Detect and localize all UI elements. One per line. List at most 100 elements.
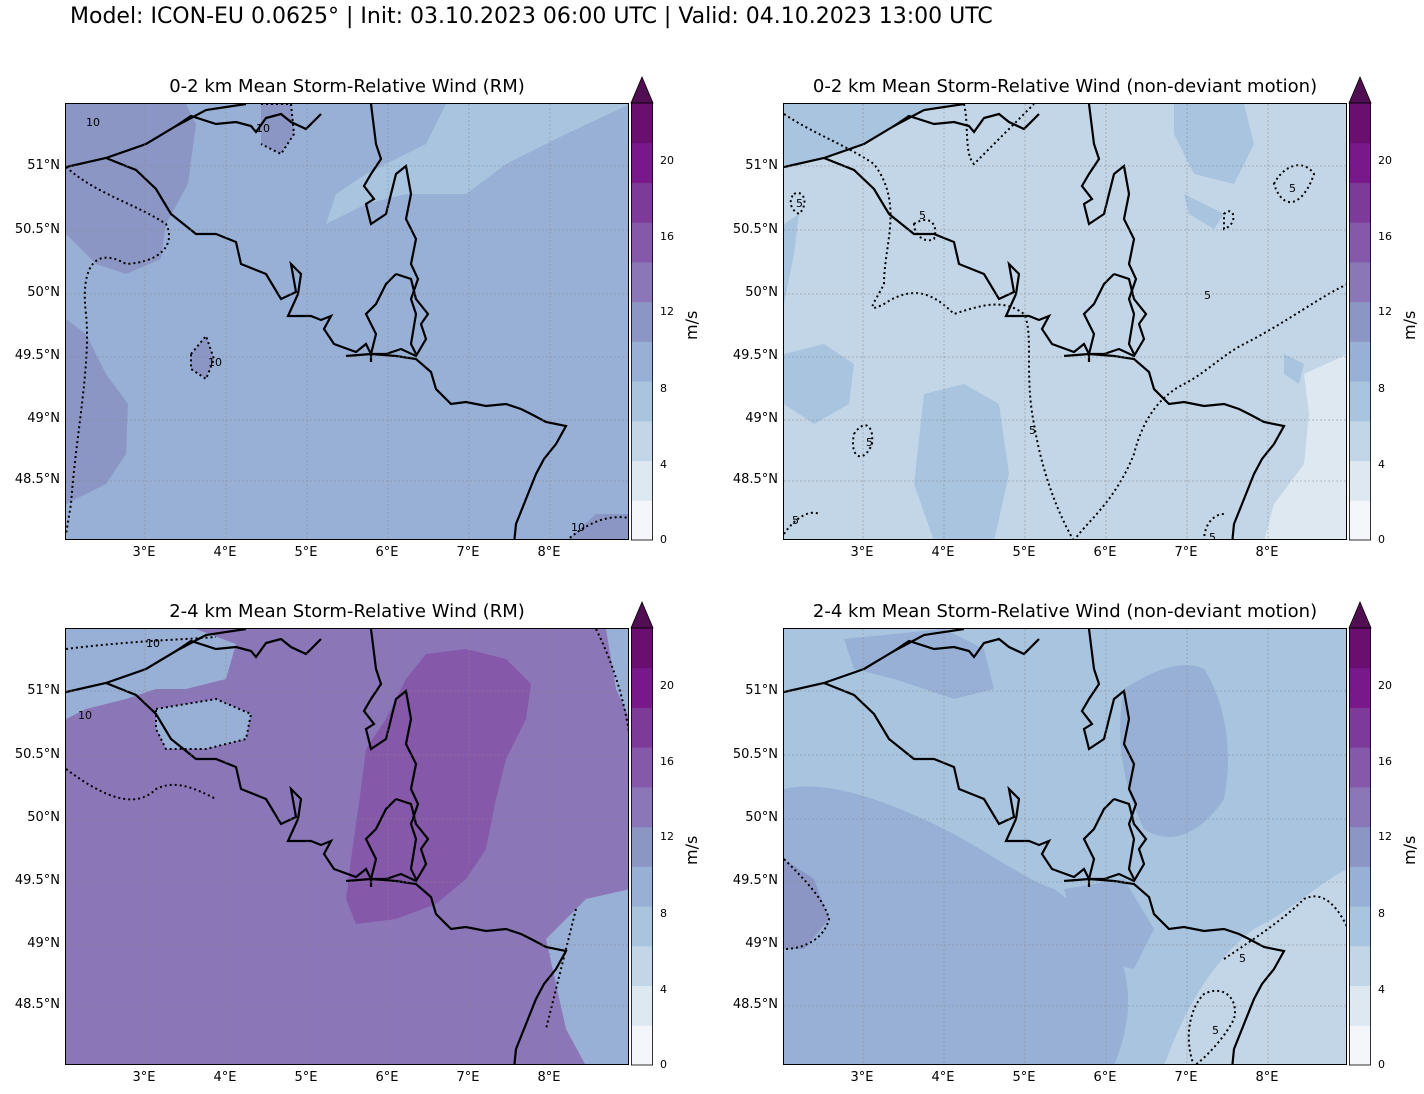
contour-line: [784, 511, 820, 535]
colorbar-segment: [631, 261, 653, 303]
colorbar-outline: [1349, 627, 1372, 1066]
contour-line: [260, 104, 296, 156]
map-plot-area[interactable]: 10 10: [65, 628, 629, 1065]
lat-label: 48.5°N: [732, 997, 778, 1012]
graticule: [784, 629, 1346, 1064]
colorbar-segment: [631, 667, 653, 708]
colorbar-tick: 8: [1378, 382, 1385, 395]
lon-label: 7°E: [1174, 1070, 1198, 1085]
map-plot-area[interactable]: 5 5 5 5 5 5 5 5: [783, 103, 1347, 540]
contour-label: 10: [146, 637, 160, 650]
map-plot-area[interactable]: 5 5: [783, 628, 1347, 1065]
contour-label: 5: [1204, 289, 1211, 302]
lon-label: 5°E: [1012, 1070, 1036, 1085]
contour-label: 10: [86, 116, 100, 129]
contour-line: [66, 768, 217, 801]
map-plot-area[interactable]: 10 10 10 10: [65, 103, 629, 540]
colorbar-segment: [631, 460, 653, 501]
wind-field-region: [66, 629, 236, 719]
wind-field-region: [1064, 879, 1154, 969]
lat-label: 50°N: [745, 810, 778, 825]
wind-field-region: [66, 919, 126, 1024]
colorbar-tick: 0: [1378, 533, 1385, 546]
colorbar-segment: [631, 866, 653, 907]
graticule: [66, 629, 628, 1064]
figure-title: Model: ICON-EU 0.0625° | Init: 03.10.202…: [70, 4, 993, 29]
lon-label: 4°E: [931, 545, 955, 560]
lon-label: 6°E: [375, 1070, 399, 1085]
colorbar-segment: [631, 381, 653, 422]
colorbar-segment: [1349, 747, 1371, 788]
lat-label: 50°N: [27, 810, 60, 825]
wind-field-region: [606, 629, 628, 715]
contour-label: 5: [792, 514, 799, 527]
wind-field-region: [191, 336, 214, 379]
contour-label: 5: [1029, 424, 1036, 437]
wind-field-region: [66, 104, 196, 274]
wind-field-region: [568, 514, 628, 539]
colorbar-tick: 20: [1378, 154, 1392, 167]
map-panel-0-2km-rm: 0-2 km Mean Storm-Relative Wind (RM) 10 …: [0, 0, 712, 560]
lon-label: 3°E: [132, 545, 156, 560]
lat-label: 49°N: [745, 411, 778, 426]
lat-label: 49°N: [745, 936, 778, 951]
colorbar-graphic: [630, 75, 654, 541]
contour-label: 10: [208, 356, 222, 369]
lon-label: 6°E: [1093, 1070, 1117, 1085]
map-panel-0-2km-non-deviant: 0-2 km Mean Storm-Relative Wind (non-dev…: [718, 0, 1424, 560]
colorbar-segment: [631, 222, 653, 263]
lat-label: 50.5°N: [732, 747, 778, 762]
contour-label: 5: [1289, 182, 1296, 195]
contour-label: 5: [919, 209, 926, 222]
colorbar-tick: 8: [1378, 907, 1385, 920]
contour-line: [784, 858, 831, 950]
lat-label: 48.5°N: [14, 472, 60, 487]
colorbar-tick: 20: [660, 154, 674, 167]
colorbar-segment: [631, 747, 653, 788]
wind-field-region: [1120, 665, 1228, 838]
graticule: [66, 104, 628, 539]
colorbar-segment: [631, 985, 653, 1026]
colorbar-segment: [631, 945, 653, 987]
wind-field-region: [66, 319, 128, 504]
colorbar-outline: [631, 627, 654, 1066]
colorbar-tick: 12: [660, 305, 674, 318]
contour-line: [66, 636, 217, 650]
colorbar-tick: 16: [1378, 230, 1392, 243]
wind-field-region: [546, 889, 628, 1064]
wind-field-map: 5 5: [784, 629, 1346, 1064]
lon-label: 8°E: [1255, 1070, 1279, 1085]
lat-label: 51°N: [745, 683, 778, 698]
colorbar-tick: 16: [660, 755, 674, 768]
colorbar-segment: [631, 786, 653, 828]
colorbar-segment: [1349, 786, 1371, 828]
lon-label: 7°E: [1174, 545, 1198, 560]
lon-label: 3°E: [850, 545, 874, 560]
colorbar-tick: 20: [1378, 679, 1392, 692]
colorbar-tick: 0: [1378, 1058, 1385, 1071]
panel-title: 0-2 km Mean Storm-Relative Wind (RM): [169, 76, 525, 97]
lon-label: 6°E: [1093, 545, 1117, 560]
colorbar-segment: [631, 420, 653, 462]
colorbar-segment: [631, 500, 653, 541]
wind-field-region: [784, 214, 799, 304]
wind-field-region: [1284, 354, 1304, 384]
colorbar-unit: m/s: [682, 835, 701, 865]
wind-field-base: [784, 104, 1346, 539]
wind-field-region: [784, 344, 854, 424]
panel-title: 0-2 km Mean Storm-Relative Wind (non-dev…: [812, 76, 1318, 97]
lat-label: 49°N: [27, 411, 60, 426]
lon-label: 3°E: [132, 1070, 156, 1085]
colorbar-tick: 12: [1378, 830, 1392, 843]
wind-field-region: [326, 104, 628, 224]
colorbar-tick: 12: [660, 830, 674, 843]
colorbar-segment: [1349, 500, 1371, 541]
colorbar-segment: [1349, 341, 1371, 382]
colorbar-tick: 12: [1378, 305, 1392, 318]
contour-line: [852, 424, 874, 458]
panel-title: 2-4 km Mean Storm-Relative Wind (non-dev…: [812, 601, 1318, 622]
lat-label: 50°N: [27, 285, 60, 300]
colorbar-segment: [1349, 420, 1371, 462]
colorbar-tick: 0: [660, 1058, 667, 1071]
colorbar-segment: [1349, 866, 1371, 907]
